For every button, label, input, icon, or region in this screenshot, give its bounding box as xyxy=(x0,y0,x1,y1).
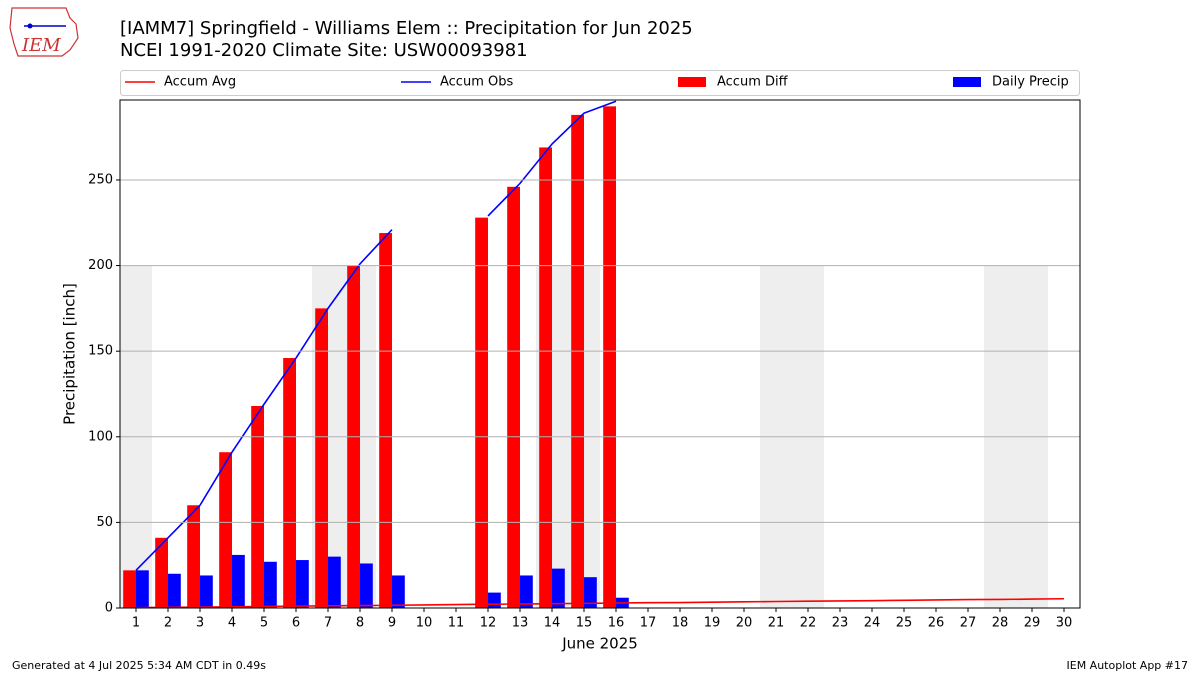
x-tick-label: 20 xyxy=(736,616,753,631)
x-tick-label: 10 xyxy=(416,616,433,631)
x-tick-label: 19 xyxy=(704,616,721,631)
footer-left: Generated at 4 Jul 2025 5:34 AM CDT in 0… xyxy=(12,659,266,672)
plot-content xyxy=(120,100,1065,608)
legend-swatch xyxy=(953,77,981,87)
x-tick-label: 24 xyxy=(864,616,881,631)
plot-area xyxy=(120,100,1080,609)
bar xyxy=(315,308,328,608)
bar xyxy=(123,570,136,608)
bar xyxy=(296,560,309,608)
x-tick-label: 12 xyxy=(480,616,497,631)
x-tick-label: 14 xyxy=(544,616,561,631)
y-tick-label: 50 xyxy=(96,515,113,530)
x-tick-label: 27 xyxy=(960,616,977,631)
bar xyxy=(155,537,168,608)
line xyxy=(135,100,617,571)
bar xyxy=(475,217,488,608)
x-tick-label: 16 xyxy=(608,616,625,631)
y-tick-label: 200 xyxy=(88,258,113,273)
bar xyxy=(507,186,520,608)
x-tick-label: 9 xyxy=(388,616,396,631)
x-tick-label: 18 xyxy=(672,616,689,631)
bar xyxy=(571,114,584,608)
logo-text: IEM xyxy=(21,35,61,56)
bar xyxy=(168,573,181,608)
chart-subtitle: NCEI 1991-2020 Climate Site: USW00093981 xyxy=(120,40,528,61)
y-tick-label: 150 xyxy=(88,344,113,359)
line xyxy=(135,597,1065,608)
x-tick-label: 4 xyxy=(228,616,236,631)
legend-label: Accum Obs xyxy=(440,75,513,90)
legend-swatch xyxy=(678,77,706,87)
bar xyxy=(264,561,277,608)
bar xyxy=(539,147,552,608)
bar xyxy=(232,554,245,608)
x-tick-label: 17 xyxy=(640,616,657,631)
x-tick-label: 13 xyxy=(512,616,529,631)
x-tick-label: 2 xyxy=(164,616,172,631)
bar xyxy=(392,575,405,608)
bar xyxy=(251,405,264,608)
x-tick-label: 28 xyxy=(992,616,1009,631)
bar xyxy=(584,577,597,608)
chart-title: [IAMM7] Springfield - Williams Elem :: P… xyxy=(120,18,693,39)
bar xyxy=(552,568,565,608)
y-tick-label: 100 xyxy=(88,429,113,444)
y-tick-label: 0 xyxy=(105,601,113,616)
bar xyxy=(328,556,341,608)
x-tick-label: 1 xyxy=(132,616,140,631)
x-tick-label: 11 xyxy=(448,616,465,631)
logo: IEM xyxy=(9,7,79,57)
bar xyxy=(488,592,501,608)
x-tick-label: 30 xyxy=(1056,616,1073,631)
bar xyxy=(603,106,616,608)
x-tick-label: 26 xyxy=(928,616,945,631)
x-tick-label: 5 xyxy=(260,616,268,631)
bar xyxy=(360,563,373,608)
bar xyxy=(136,570,149,608)
bar xyxy=(379,233,392,608)
legend xyxy=(120,70,1080,96)
bar xyxy=(187,505,200,608)
x-tick-label: 21 xyxy=(768,616,785,631)
x-tick-label: 6 xyxy=(292,616,300,631)
bar xyxy=(520,575,533,608)
x-tick-label: 23 xyxy=(832,616,849,631)
x-tick-label: 8 xyxy=(356,616,364,631)
x-tick-label: 3 xyxy=(196,616,204,631)
footer-right: IEM Autoplot App #17 xyxy=(1067,659,1189,672)
legend-label: Accum Avg xyxy=(164,75,236,90)
bar xyxy=(200,575,213,608)
x-tick-label: 25 xyxy=(896,616,913,631)
legend-label: Accum Diff xyxy=(717,75,789,90)
y-tick-label: 250 xyxy=(88,172,113,187)
x-tick-label: 7 xyxy=(324,616,332,631)
y-axis-label: Precipitation [inch] xyxy=(61,283,79,425)
x-tick-label: 22 xyxy=(800,616,817,631)
x-tick-label: 15 xyxy=(576,616,593,631)
legend-label: Daily Precip xyxy=(992,75,1069,90)
bar xyxy=(219,452,232,608)
x-tick-label: 29 xyxy=(1024,616,1041,631)
x-axis-label: June 2025 xyxy=(561,635,638,653)
bar xyxy=(283,358,296,608)
plot-frame xyxy=(119,99,1081,609)
